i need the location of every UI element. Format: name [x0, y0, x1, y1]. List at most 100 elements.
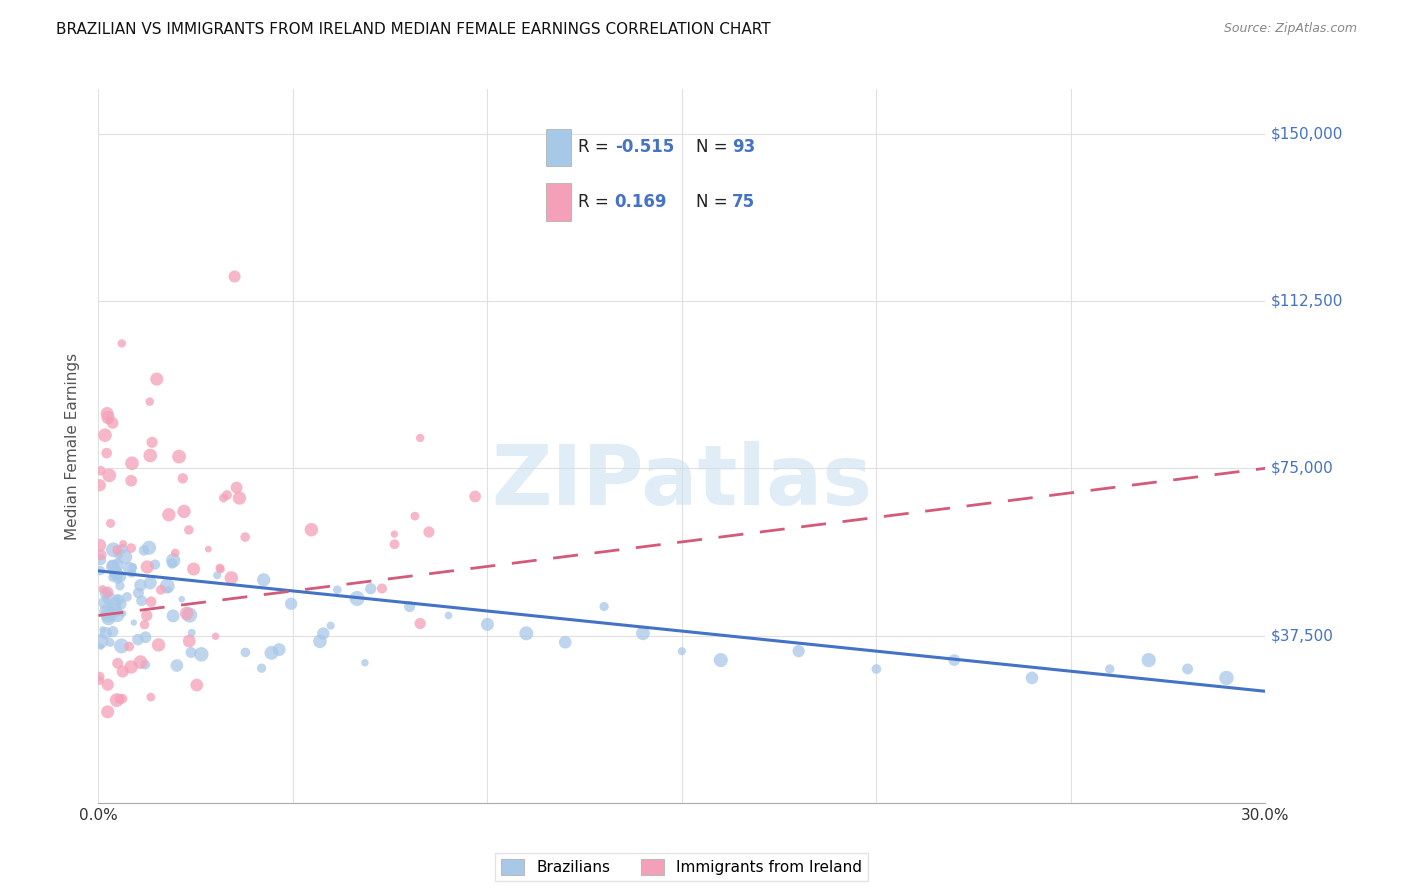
- Point: [269, 642, 291, 657]
- Point: [105, 607, 128, 622]
- Point: [162, 608, 184, 623]
- Point: [148, 638, 170, 652]
- Point: [98, 635, 121, 649]
- Point: [90, 548, 112, 562]
- Point: [90, 464, 112, 478]
- Point: [101, 560, 124, 574]
- Point: [177, 523, 200, 537]
- Point: [250, 661, 273, 675]
- Point: [157, 508, 180, 522]
- Point: [409, 616, 432, 631]
- Point: [89, 669, 111, 683]
- Point: [90, 634, 112, 648]
- Point: [1098, 662, 1121, 676]
- Point: [111, 336, 134, 351]
- Point: [172, 471, 194, 485]
- Point: [183, 562, 205, 576]
- Point: [593, 599, 616, 614]
- Text: $112,500: $112,500: [1271, 293, 1344, 309]
- Point: [139, 595, 162, 609]
- Point: [94, 428, 117, 442]
- Point: [157, 582, 180, 597]
- Point: [129, 655, 152, 669]
- Point: [219, 571, 242, 585]
- Point: [141, 435, 163, 450]
- Point: [143, 558, 166, 572]
- Point: [180, 645, 202, 659]
- Point: [107, 543, 129, 558]
- Point: [89, 673, 111, 688]
- Point: [91, 582, 114, 596]
- Point: [179, 608, 201, 623]
- Point: [120, 660, 142, 674]
- Point: [166, 658, 188, 673]
- Text: BRAZILIAN VS IMMIGRANTS FROM IRELAND MEDIAN FEMALE EARNINGS CORRELATION CHART: BRAZILIAN VS IMMIGRANTS FROM IRELAND MED…: [56, 22, 770, 37]
- Point: [309, 634, 332, 648]
- Point: [89, 564, 111, 578]
- Point: [554, 635, 576, 649]
- Point: [162, 553, 184, 567]
- Point: [173, 504, 195, 518]
- Point: [224, 269, 246, 284]
- Point: [110, 597, 132, 611]
- Point: [787, 644, 810, 658]
- Point: [104, 597, 127, 611]
- Point: [114, 549, 136, 564]
- Text: Source: ZipAtlas.com: Source: ZipAtlas.com: [1223, 22, 1357, 36]
- Point: [160, 557, 183, 571]
- Point: [101, 558, 124, 572]
- Text: $75,000: $75,000: [1271, 461, 1334, 475]
- Point: [96, 604, 118, 618]
- Point: [93, 596, 115, 610]
- Point: [631, 626, 654, 640]
- Point: [96, 446, 118, 460]
- Point: [360, 582, 382, 596]
- Point: [135, 608, 157, 623]
- Point: [139, 576, 162, 591]
- Point: [176, 607, 198, 621]
- Point: [97, 410, 120, 425]
- Point: [437, 608, 460, 623]
- Point: [97, 414, 120, 428]
- Point: [101, 624, 124, 639]
- Point: [149, 582, 172, 597]
- Point: [104, 565, 127, 579]
- Point: [120, 474, 142, 488]
- Point: [136, 560, 159, 574]
- Point: [1215, 671, 1237, 685]
- Point: [111, 665, 134, 679]
- Point: [208, 561, 231, 575]
- Text: ZIPatlas: ZIPatlas: [492, 442, 872, 522]
- Point: [204, 629, 226, 643]
- Point: [253, 573, 276, 587]
- Point: [101, 570, 124, 584]
- Point: [108, 592, 131, 607]
- Point: [127, 632, 149, 647]
- Point: [135, 630, 157, 644]
- Point: [710, 653, 733, 667]
- Point: [107, 572, 129, 586]
- Point: [118, 562, 141, 576]
- Point: [299, 523, 322, 537]
- Point: [865, 662, 887, 676]
- Point: [110, 639, 132, 653]
- Point: [129, 578, 152, 592]
- Point: [190, 648, 212, 662]
- Point: [121, 566, 143, 581]
- Point: [122, 615, 145, 630]
- Point: [104, 556, 127, 570]
- Point: [197, 542, 219, 557]
- Point: [98, 591, 121, 606]
- Point: [146, 372, 169, 386]
- Text: $37,500: $37,500: [1271, 628, 1334, 643]
- Point: [111, 691, 134, 706]
- Text: $150,000: $150,000: [1271, 127, 1344, 141]
- Point: [319, 618, 342, 632]
- Point: [156, 579, 179, 593]
- Point: [112, 607, 135, 621]
- Point: [101, 416, 124, 430]
- Point: [138, 394, 160, 409]
- Point: [205, 568, 228, 582]
- Point: [212, 491, 235, 505]
- Point: [354, 656, 377, 670]
